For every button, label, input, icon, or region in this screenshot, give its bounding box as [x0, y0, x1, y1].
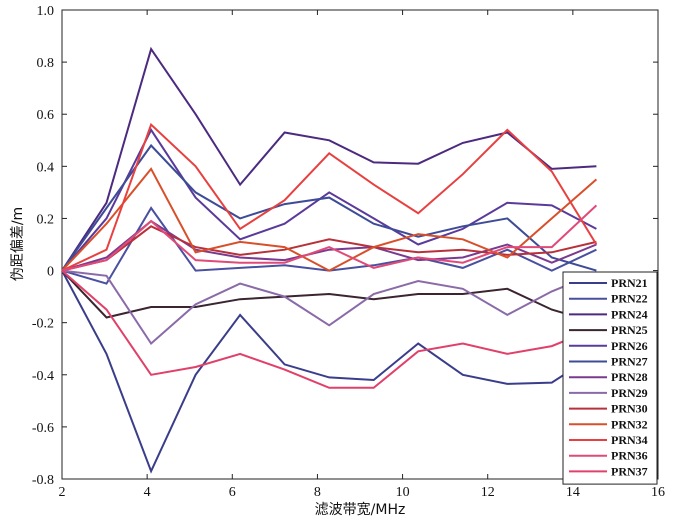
legend-label: PRN37: [611, 464, 648, 478]
y-tick-label: -0.2: [32, 317, 54, 332]
legend-label: PRN34: [611, 433, 648, 447]
x-tick-label: 10: [396, 485, 410, 500]
x-tick-label: 16: [651, 485, 665, 500]
y-tick-label: 0.6: [37, 108, 55, 123]
y-tick-label: -0.4: [32, 369, 54, 384]
series-line-prn26: [61, 127, 597, 272]
series-line-prn21: [61, 270, 597, 474]
series-line-prn24: [61, 46, 597, 272]
legend-label: PRN36: [611, 449, 648, 463]
x-tick-label: 2: [59, 485, 66, 500]
legend-label: PRN28: [611, 370, 648, 384]
series-line-prn36: [61, 204, 598, 272]
y-axis-label: 伪距偏差/m: [10, 207, 26, 281]
x-tick-label: 8: [314, 485, 321, 500]
series-line-prn37: [61, 269, 597, 389]
series-line-prn25: [61, 269, 597, 324]
y-tick-label: -0.6: [32, 421, 54, 436]
legend-label: PRN25: [611, 323, 648, 337]
series-line-prn30: [61, 225, 597, 272]
y-tick-label: 0.4: [37, 160, 55, 175]
series-line-prn27: [61, 143, 597, 272]
x-axis: 2 4 6 8 10 12 14 16: [59, 10, 665, 500]
x-tick-label: 4: [144, 485, 151, 500]
legend-label: PRN21: [611, 276, 648, 290]
legend-label: PRN22: [611, 292, 648, 306]
legend-label: PRN30: [611, 402, 648, 416]
y-tick-label: 0.2: [37, 212, 55, 227]
x-tick-label: 6: [229, 485, 236, 500]
x-tick-label: 12: [481, 485, 495, 500]
legend-label: PRN29: [611, 386, 648, 400]
y-tick-label: 0: [47, 265, 54, 280]
series-line-prn34: [61, 122, 598, 272]
legend-label: PRN24: [611, 307, 648, 321]
y-tick-label: 0.8: [37, 56, 55, 71]
series-line-prn32: [61, 167, 598, 272]
y-tick-label: 1.0: [37, 4, 55, 19]
x-axis-label: 滤波带宽/MHz: [315, 501, 406, 518]
series-line-prn29: [61, 269, 597, 346]
legend-label: PRN32: [611, 417, 648, 431]
series-lines: [61, 46, 598, 474]
legend-label: PRN27: [611, 355, 648, 369]
legend-label: PRN26: [611, 339, 648, 353]
x-tick-label: 14: [566, 485, 580, 500]
y-tick-label: -0.8: [32, 473, 54, 488]
y-axis: -0.8 -0.6 -0.4 -0.2 0 0.2 0.4 0.6 0.8 1.0: [32, 4, 658, 488]
